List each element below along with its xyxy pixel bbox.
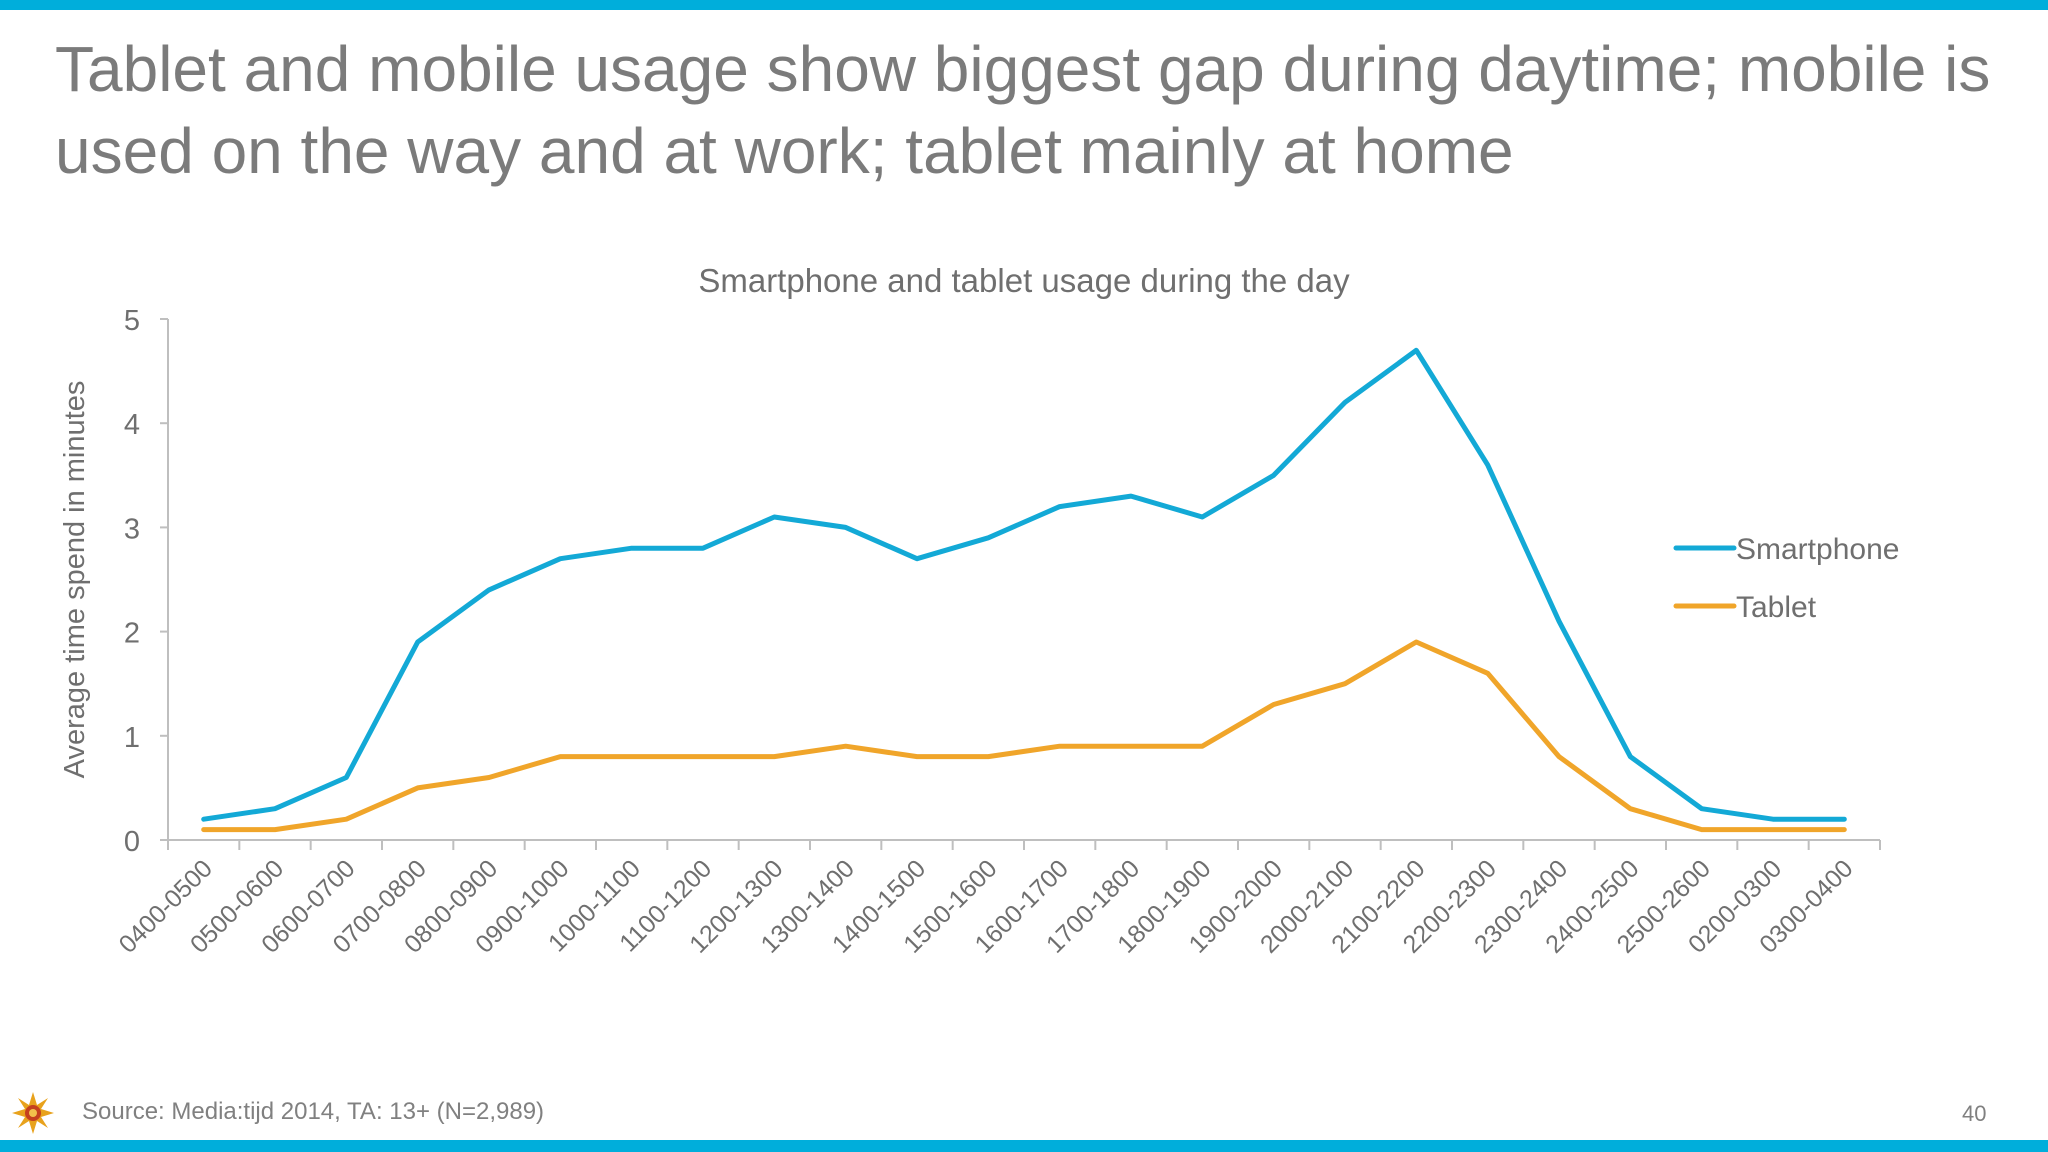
y-tick-label: 2 — [124, 618, 140, 650]
page-number: 40 — [1962, 1101, 1987, 1126]
sun-logo-icon — [10, 1090, 56, 1136]
y-tick-label: 5 — [124, 305, 140, 337]
y-tick-label: 1 — [124, 722, 140, 754]
top-accent-bar — [0, 0, 2048, 10]
series-line-smartphone — [201, 347, 1847, 822]
series-line-tablet — [201, 639, 1847, 833]
source-note: Source: Media:tijd 2014, TA: 13+ (N=2,98… — [82, 1098, 545, 1125]
legend-label-tablet: Tablet — [1736, 591, 1817, 624]
y-tick-label: 0 — [124, 826, 140, 858]
chart-title: Smartphone and tablet usage during the d… — [698, 262, 1350, 299]
y-tick-label: 3 — [124, 513, 140, 545]
y-axis-label: Average time spend in minutes — [59, 381, 91, 779]
bottom-accent-bar — [0, 1140, 2048, 1152]
slide-headline: Tablet and mobile usage show biggest gap… — [55, 33, 1991, 187]
y-tick-label: 4 — [124, 409, 140, 441]
legend-label-smartphone: Smartphone — [1736, 533, 1899, 566]
